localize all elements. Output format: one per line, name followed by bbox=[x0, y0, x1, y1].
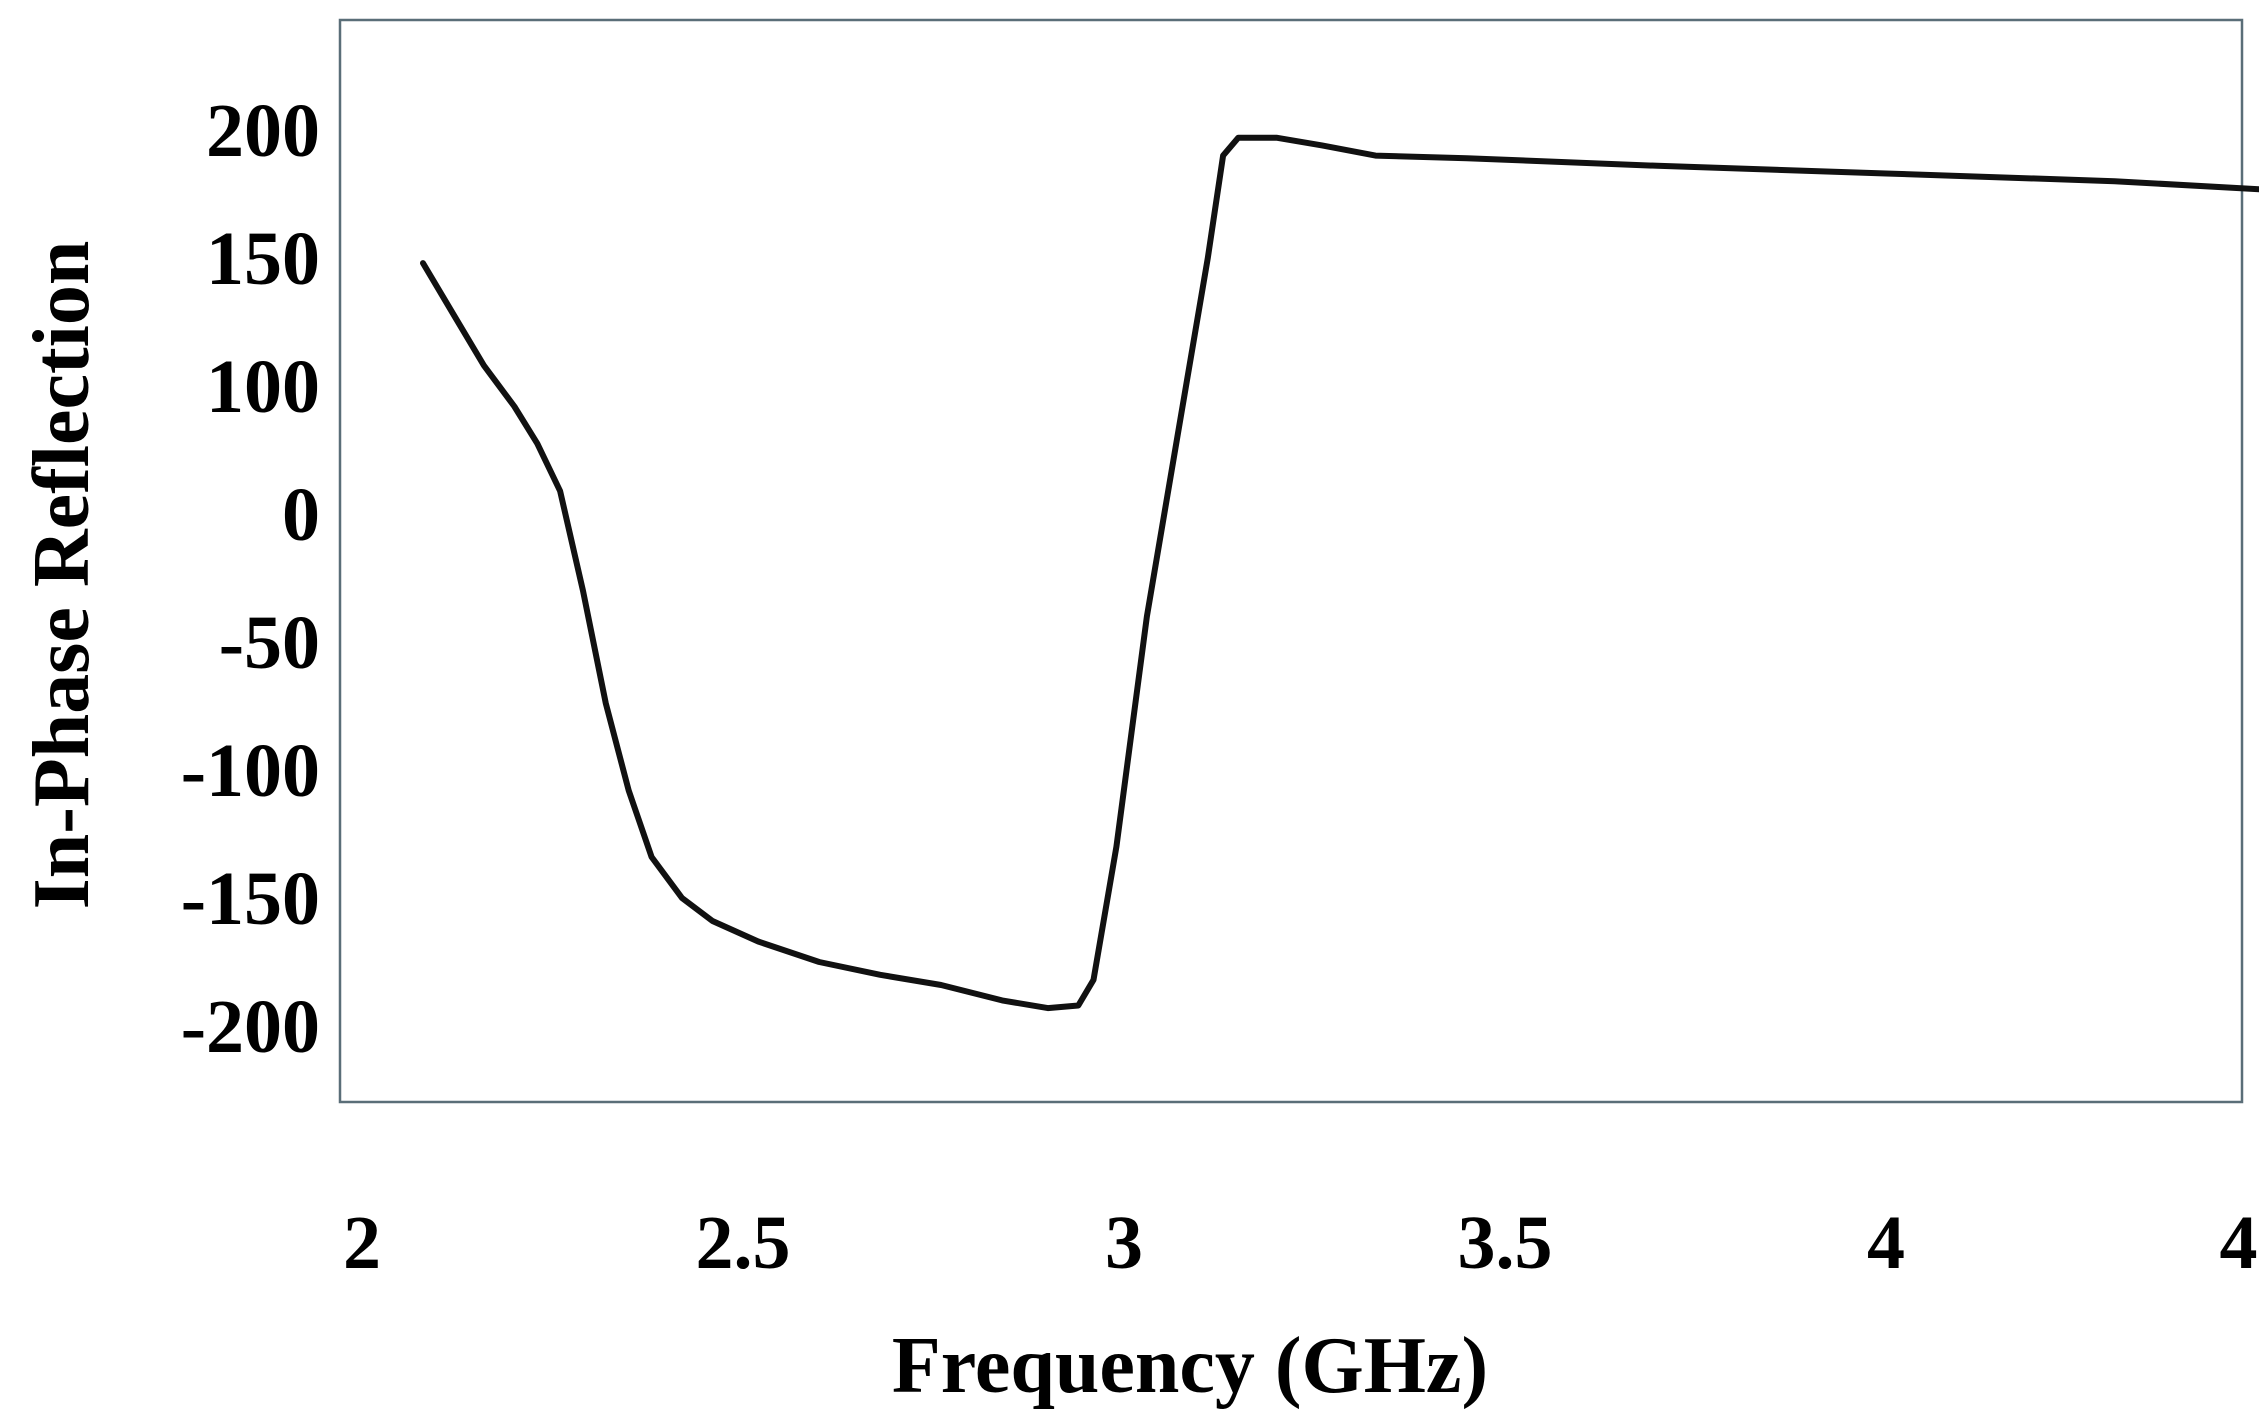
y-tick-label: -50 bbox=[219, 601, 320, 685]
x-tick-label: 4.5 bbox=[2220, 1201, 2259, 1285]
x-tick-label: 4 bbox=[1867, 1201, 1905, 1285]
plot-area bbox=[338, 18, 2244, 1104]
x-tick-label: 3.5 bbox=[1458, 1201, 1553, 1285]
series-layer bbox=[420, 134, 2259, 1012]
x-tick-label: 3 bbox=[1105, 1201, 1143, 1285]
series-line bbox=[420, 134, 2259, 1012]
y-tick-label: -150 bbox=[181, 857, 320, 941]
y-axis-tick-labels: 200 150 100 0 -50 -100 -150 -200 bbox=[181, 89, 320, 1069]
x-tick-label: 2 bbox=[343, 1201, 381, 1285]
y-tick-label: -100 bbox=[181, 729, 320, 813]
x-axis-title: Frequency (GHz) bbox=[892, 1322, 1488, 1410]
x-tick-label: 2.5 bbox=[696, 1201, 791, 1285]
y-tick-label: 0 bbox=[282, 473, 320, 557]
y-axis-title: In-Phase Reflection bbox=[18, 241, 106, 910]
y-tick-label: 150 bbox=[206, 217, 320, 301]
y-tick-label: 100 bbox=[206, 345, 320, 429]
y-tick-label: 200 bbox=[206, 89, 320, 173]
x-axis-tick-labels: 22.533.544.555.566.5 bbox=[343, 1201, 2259, 1285]
y-tick-label: -200 bbox=[181, 985, 320, 1069]
